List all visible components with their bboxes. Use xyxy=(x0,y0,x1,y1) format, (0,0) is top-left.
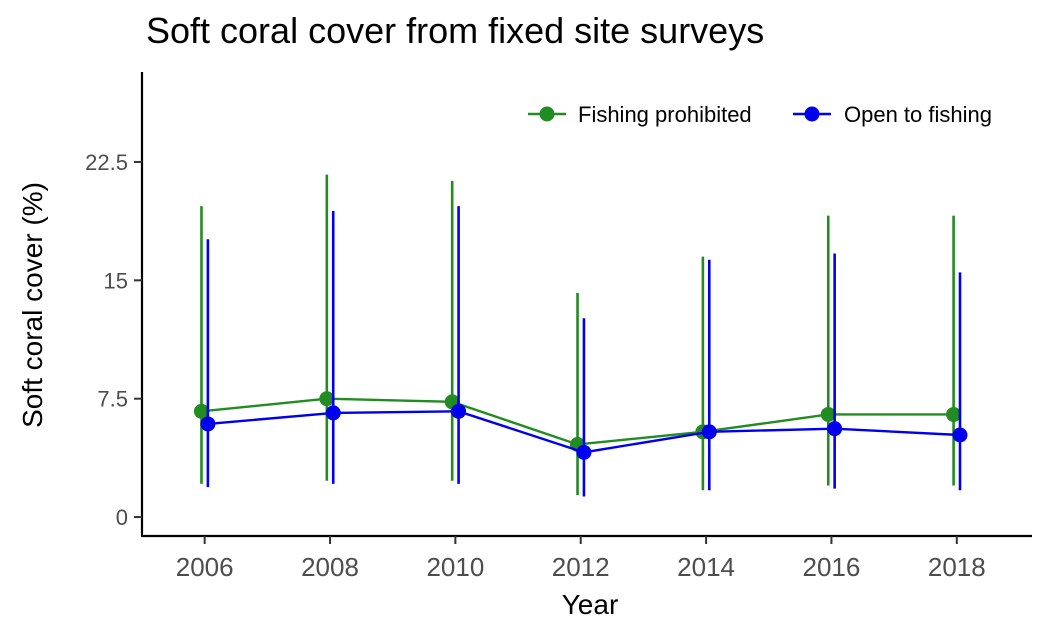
x-tick-label: 2018 xyxy=(928,552,986,582)
y-tick-label: 22.5 xyxy=(85,150,128,175)
x-ticks: 2006 2008 2010 2012 2014 2016 2018 xyxy=(176,536,986,582)
data-point xyxy=(325,405,341,421)
x-tick-label: 2010 xyxy=(426,552,484,582)
data-point xyxy=(319,391,335,407)
x-tick-label: 2008 xyxy=(301,552,359,582)
series-layer xyxy=(193,174,968,497)
legend-marker xyxy=(804,106,820,122)
data-point xyxy=(200,416,216,432)
legend: Fishing prohibited Open to fishing xyxy=(528,102,992,127)
data-point xyxy=(946,406,962,422)
y-tick-label: 0 xyxy=(116,505,128,530)
y-axis-title: Soft coral cover (%) xyxy=(17,182,48,428)
x-tick-label: 2006 xyxy=(176,552,234,582)
data-point xyxy=(820,406,836,422)
data-point xyxy=(451,403,467,419)
y-ticks: 0 7.5 15 22.5 xyxy=(85,150,142,530)
series-fishing-prohibited xyxy=(193,174,962,495)
legend-label: Fishing prohibited xyxy=(578,102,752,127)
x-tick-label: 2016 xyxy=(803,552,861,582)
axes xyxy=(140,72,1032,538)
y-tick-label: 15 xyxy=(104,268,128,293)
data-point xyxy=(952,427,968,443)
legend-item-fishing-prohibited: Fishing prohibited xyxy=(528,102,752,127)
y-tick-label: 7.5 xyxy=(97,387,128,412)
data-point xyxy=(701,424,717,440)
legend-item-open-to-fishing: Open to fishing xyxy=(793,102,992,127)
series-open-to-fishing xyxy=(200,206,968,497)
data-point xyxy=(827,421,843,437)
legend-marker xyxy=(539,106,555,122)
x-tick-label: 2012 xyxy=(552,552,610,582)
legend-label: Open to fishing xyxy=(844,102,992,127)
x-tick-label: 2014 xyxy=(677,552,735,582)
chart-title: Soft coral cover from fixed site surveys xyxy=(146,10,765,51)
x-axis-title: Year xyxy=(562,589,619,620)
data-point xyxy=(193,403,209,419)
data-point xyxy=(576,444,592,460)
